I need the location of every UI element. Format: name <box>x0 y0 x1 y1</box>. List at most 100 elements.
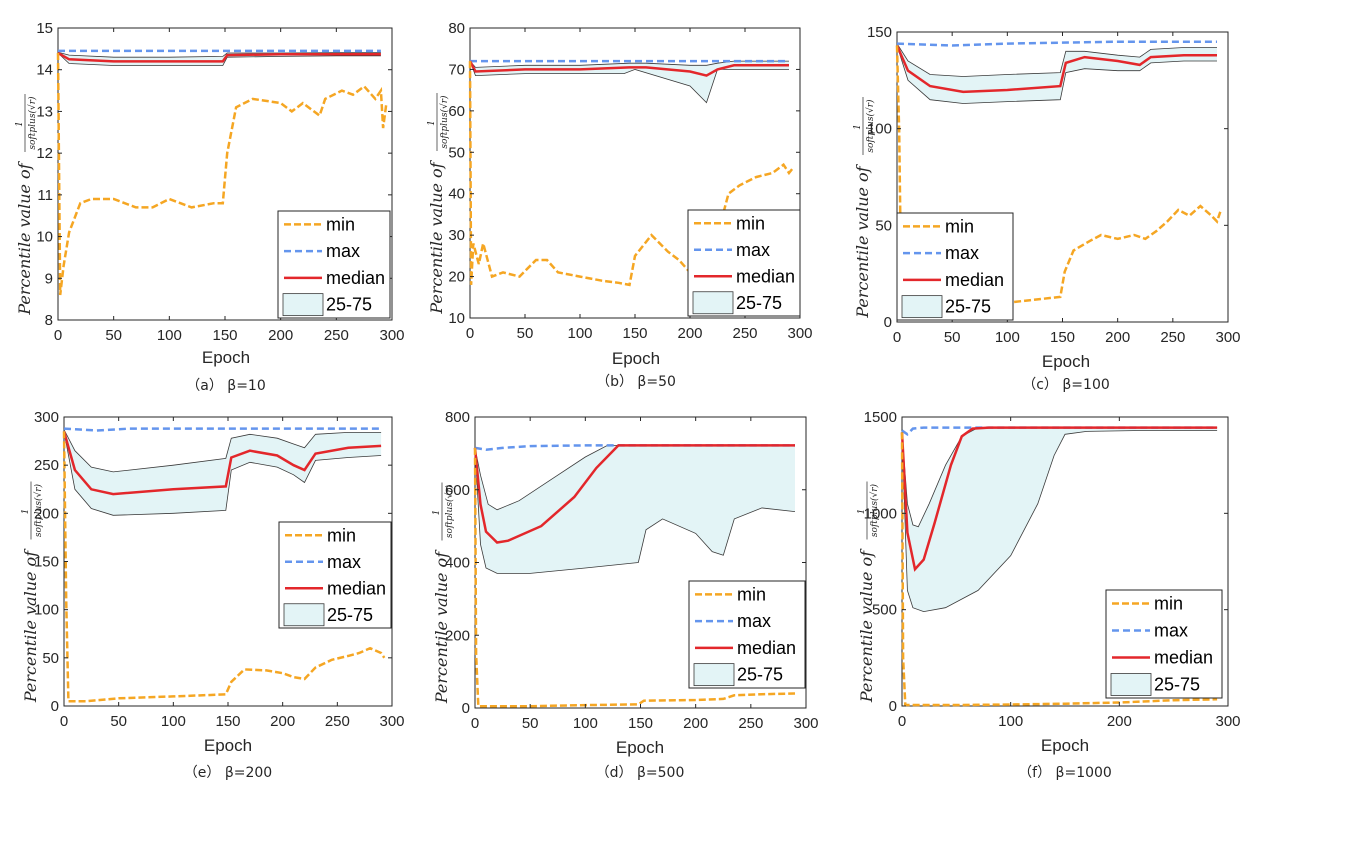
x-tick-label: 0 <box>893 329 901 346</box>
legend-median-label: median <box>326 268 385 288</box>
y-axis-label: Percentile value of 1 softplus(√r) <box>853 97 876 319</box>
legend: min max median 25-75 <box>687 209 801 317</box>
legend-median-label: median <box>737 638 796 658</box>
legend: min max median 25-75 <box>896 212 1014 321</box>
legend-iqr-label: 25-75 <box>327 605 373 625</box>
max-line <box>63 427 382 432</box>
x-tick-label: 0 <box>466 325 474 342</box>
median-line <box>57 51 381 63</box>
legend-iqr-label: 25-75 <box>737 665 783 685</box>
subplot-caption: （a） β=10 <box>186 378 266 394</box>
legend-max-label: max <box>945 243 979 263</box>
y-frac-numerator: 1 <box>427 120 437 126</box>
max-line <box>896 40 1217 47</box>
legend-median-label: median <box>1154 648 1213 668</box>
y-axis-label-text: Percentile value of <box>21 548 40 703</box>
legend-iqr-swatch <box>692 291 734 315</box>
x-tick-label: 150 <box>1050 329 1075 346</box>
x-tick-label: 100 <box>157 327 182 344</box>
x-tick-label: 50 <box>110 713 127 730</box>
y-tick-label: 500 <box>872 602 897 619</box>
p75-line <box>57 51 381 58</box>
x-tick-label: 200 <box>683 715 708 732</box>
x-tick-label: 250 <box>1160 329 1185 346</box>
y-tick-label: 9 <box>45 270 53 287</box>
y-tick-label: 150 <box>34 554 59 571</box>
legend-max-label: max <box>736 240 770 260</box>
p25-line <box>469 60 789 104</box>
y-axis-label-text: Percentile value of <box>432 549 451 704</box>
iqr-band <box>897 43 1217 104</box>
y-tick-label: 14 <box>36 62 53 79</box>
y-tick-label: 20 <box>448 269 465 286</box>
p25-line <box>63 431 382 516</box>
x-tick-label: 100 <box>567 325 592 342</box>
y-tick-label: 1500 <box>864 409 897 426</box>
y-tick-label: 100 <box>867 121 892 138</box>
x-tick-label: 100 <box>161 713 186 730</box>
legend: min max median 25-75 <box>277 210 391 319</box>
subplot-caption: （c） β=100 <box>1022 377 1110 393</box>
y-tick-label: 50 <box>875 217 892 234</box>
x-tick-label: 300 <box>1215 713 1240 730</box>
median-line <box>473 444 795 544</box>
y-frac-numerator: 1 <box>432 510 442 516</box>
x-tick-label: 300 <box>787 325 812 342</box>
y-tick-label: 0 <box>51 698 59 715</box>
y-axis-label: Percentile value of 1 softplus(√r) <box>15 94 38 316</box>
p75-line <box>901 427 1218 528</box>
x-tick-label: 150 <box>622 325 647 342</box>
y-axis-label-text: Percentile value of <box>15 160 34 315</box>
legend-median-label: median <box>736 266 795 286</box>
x-axis-label: Epoch <box>612 349 660 368</box>
x-tick-label: 0 <box>471 715 479 732</box>
p25-line <box>474 447 796 574</box>
legend-max-label: max <box>1154 621 1188 641</box>
x-tick-label: 50 <box>522 715 539 732</box>
p25-line <box>896 45 1217 104</box>
x-tick-label: 200 <box>1105 329 1130 346</box>
p75-line <box>469 60 789 68</box>
subplot-caption: （d） β=500 <box>596 765 685 781</box>
x-tick-label: 300 <box>793 715 818 732</box>
iqr-band <box>470 61 789 103</box>
x-tick-label: 250 <box>732 325 757 342</box>
p75-line <box>63 429 382 473</box>
y-tick-label: 40 <box>448 186 465 203</box>
y-tick-label: 80 <box>448 20 465 37</box>
p25-line <box>901 430 1218 613</box>
x-axis-label: Epoch <box>204 736 252 755</box>
legend-iqr-label: 25-75 <box>736 293 782 313</box>
y-axis-label-text: Percentile value of <box>427 159 446 314</box>
y-tick-label: 60 <box>448 103 465 120</box>
legend-min-label: min <box>326 214 355 234</box>
y-tick-label: 0 <box>889 698 897 715</box>
y-axis-label-text: Percentile value of <box>853 163 872 318</box>
y-tick-label: 70 <box>448 61 465 78</box>
subplot-caption: （e） β=200 <box>184 765 272 781</box>
median-line <box>895 44 1217 94</box>
y-tick-label: 250 <box>34 457 59 474</box>
iqr-band <box>902 427 1218 612</box>
x-tick-label: 300 <box>1215 329 1240 346</box>
y-tick-label: 0 <box>462 700 470 717</box>
x-tick-label: 150 <box>215 713 240 730</box>
subplot-e: 0 50 100 150 200 250 300 0 50 100 150 200 250 300 Epoc… <box>21 409 405 781</box>
y-tick-label: 200 <box>445 627 470 644</box>
y-tick-label: 0 <box>884 314 892 331</box>
subplot-caption: （f） β=1000 <box>1018 765 1112 781</box>
subplot-f: 0 100 200 300 0 500 1000 1500 Epoch Percentile va… <box>857 409 1241 781</box>
legend-max-label: max <box>327 552 361 572</box>
y-tick-label: 50 <box>448 144 465 161</box>
legend-median-label: median <box>327 578 386 598</box>
legend-iqr-swatch <box>1110 673 1152 696</box>
y-axis-label: Percentile value of 1 softplus(√r) <box>21 481 44 703</box>
x-tick-label: 50 <box>105 327 122 344</box>
legend-min-label: min <box>737 584 766 604</box>
y-frac-denominator: softplus(√r) <box>33 483 44 537</box>
y-frac-numerator: 1 <box>21 509 31 515</box>
subplot-a: 0 50 100 150 200 250 300 8 9 10 11 12 13 14 15 Epoch Per… <box>15 20 405 394</box>
legend-iqr-label: 25-75 <box>1154 675 1200 695</box>
y-frac-denominator: softplus(√r) <box>869 483 880 537</box>
